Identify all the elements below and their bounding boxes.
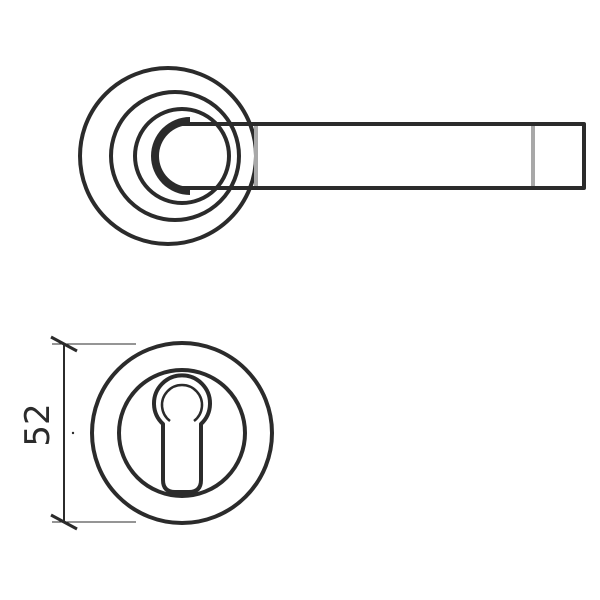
- dimension-annotation: 52: [18, 335, 136, 531]
- center-dot: [71, 431, 75, 435]
- dimension-tick-bottom: [50, 513, 78, 531]
- key-escutcheon: [90, 341, 274, 525]
- dimension-label: 52: [18, 403, 58, 446]
- lever-bar: [172, 122, 586, 190]
- dimension-tick-top: [50, 335, 78, 353]
- lever-rosette-inner: [133, 107, 231, 205]
- escutcheon-outer-ring: [90, 341, 274, 525]
- lever-neck: [151, 117, 190, 195]
- lever-handle: [78, 66, 586, 246]
- keyhole-inner-contour: [160, 383, 204, 422]
- escutcheon-inner-ring: [117, 368, 247, 498]
- lever-rosette-middle: [109, 90, 241, 222]
- keyhole: [152, 373, 212, 494]
